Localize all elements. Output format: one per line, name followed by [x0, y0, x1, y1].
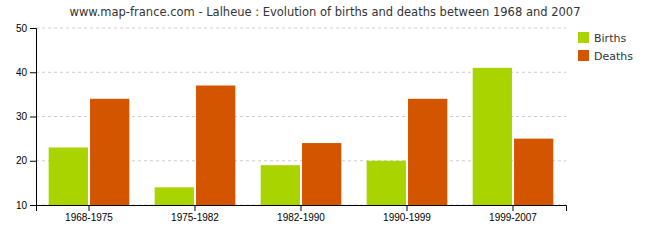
bars: [49, 68, 554, 205]
bar: [196, 86, 235, 205]
x-tick-mark: [513, 205, 514, 211]
x-tick-label: 1999-2007: [489, 212, 537, 223]
x-tick: 1999-2007: [489, 205, 537, 223]
legend: Births Deaths: [578, 32, 633, 63]
legend-label: Births: [594, 32, 626, 45]
x-tick: 1968-1975: [65, 205, 113, 223]
y-tick-label: 20: [16, 155, 28, 166]
bar: [302, 143, 341, 205]
legend-item: Deaths: [578, 50, 633, 63]
y-tick-mark: [30, 205, 36, 206]
y-axis-line: [30, 29, 37, 206]
series: [90, 86, 553, 205]
y-tick: 50: [16, 23, 36, 34]
bar: [473, 68, 512, 205]
y-tick: 10: [16, 200, 36, 211]
x-tick-mark: [407, 205, 408, 211]
y-tick-label: 50: [16, 23, 28, 34]
y-tick-label: 10: [16, 200, 28, 211]
y-tick: 20: [16, 155, 36, 166]
bar: [261, 165, 300, 205]
x-axis-line: [37, 206, 567, 212]
x-tick: 1975-1982: [171, 205, 219, 223]
legend-swatch: [578, 32, 589, 43]
y-tick-mark: [30, 161, 36, 162]
x-axis: 1968-1975 1975-1982 1982-1990 1990-1999 1999…: [37, 205, 567, 223]
legend-swatch: [578, 50, 589, 61]
grid-line: [36, 28, 566, 29]
title: www.map-france.com - Lalheue : Evolution…: [70, 5, 581, 19]
plot: 10 20 30 40 50 1968-1975 1975-1982 1982-1990 199…: [16, 23, 567, 229]
series: [49, 68, 512, 205]
x-tick: 1990-1999: [383, 205, 431, 223]
y-tick: 30: [16, 111, 36, 122]
bar: [155, 187, 194, 205]
legend-item: Births: [578, 32, 626, 45]
bar: [514, 139, 553, 205]
bar: [90, 99, 129, 205]
y-tick-mark: [30, 117, 36, 118]
chart: www.map-france.com - Lalheue : Evolution…: [0, 0, 650, 229]
x-tick-mark: [89, 205, 90, 211]
bar: [49, 147, 88, 205]
x-tick-label: 1968-1975: [65, 212, 113, 223]
x-tick-label: 1982-1990: [277, 212, 325, 223]
x-tick-label: 1990-1999: [383, 212, 431, 223]
x-tick-mark: [301, 205, 302, 211]
legend-label: Deaths: [594, 50, 633, 63]
y-tick-label: 40: [16, 67, 28, 78]
bar: [408, 99, 447, 205]
bar: [367, 161, 406, 205]
y-tick-label: 30: [16, 111, 28, 122]
x-tick-mark: [195, 205, 196, 211]
y-tick-mark: [30, 72, 36, 73]
y-axis: 10 20 30 40 50: [16, 23, 37, 211]
x-tick: 1982-1990: [277, 205, 325, 223]
x-tick-label: 1975-1982: [171, 212, 219, 223]
y-tick: 40: [16, 67, 36, 78]
y-tick-mark: [30, 28, 36, 29]
